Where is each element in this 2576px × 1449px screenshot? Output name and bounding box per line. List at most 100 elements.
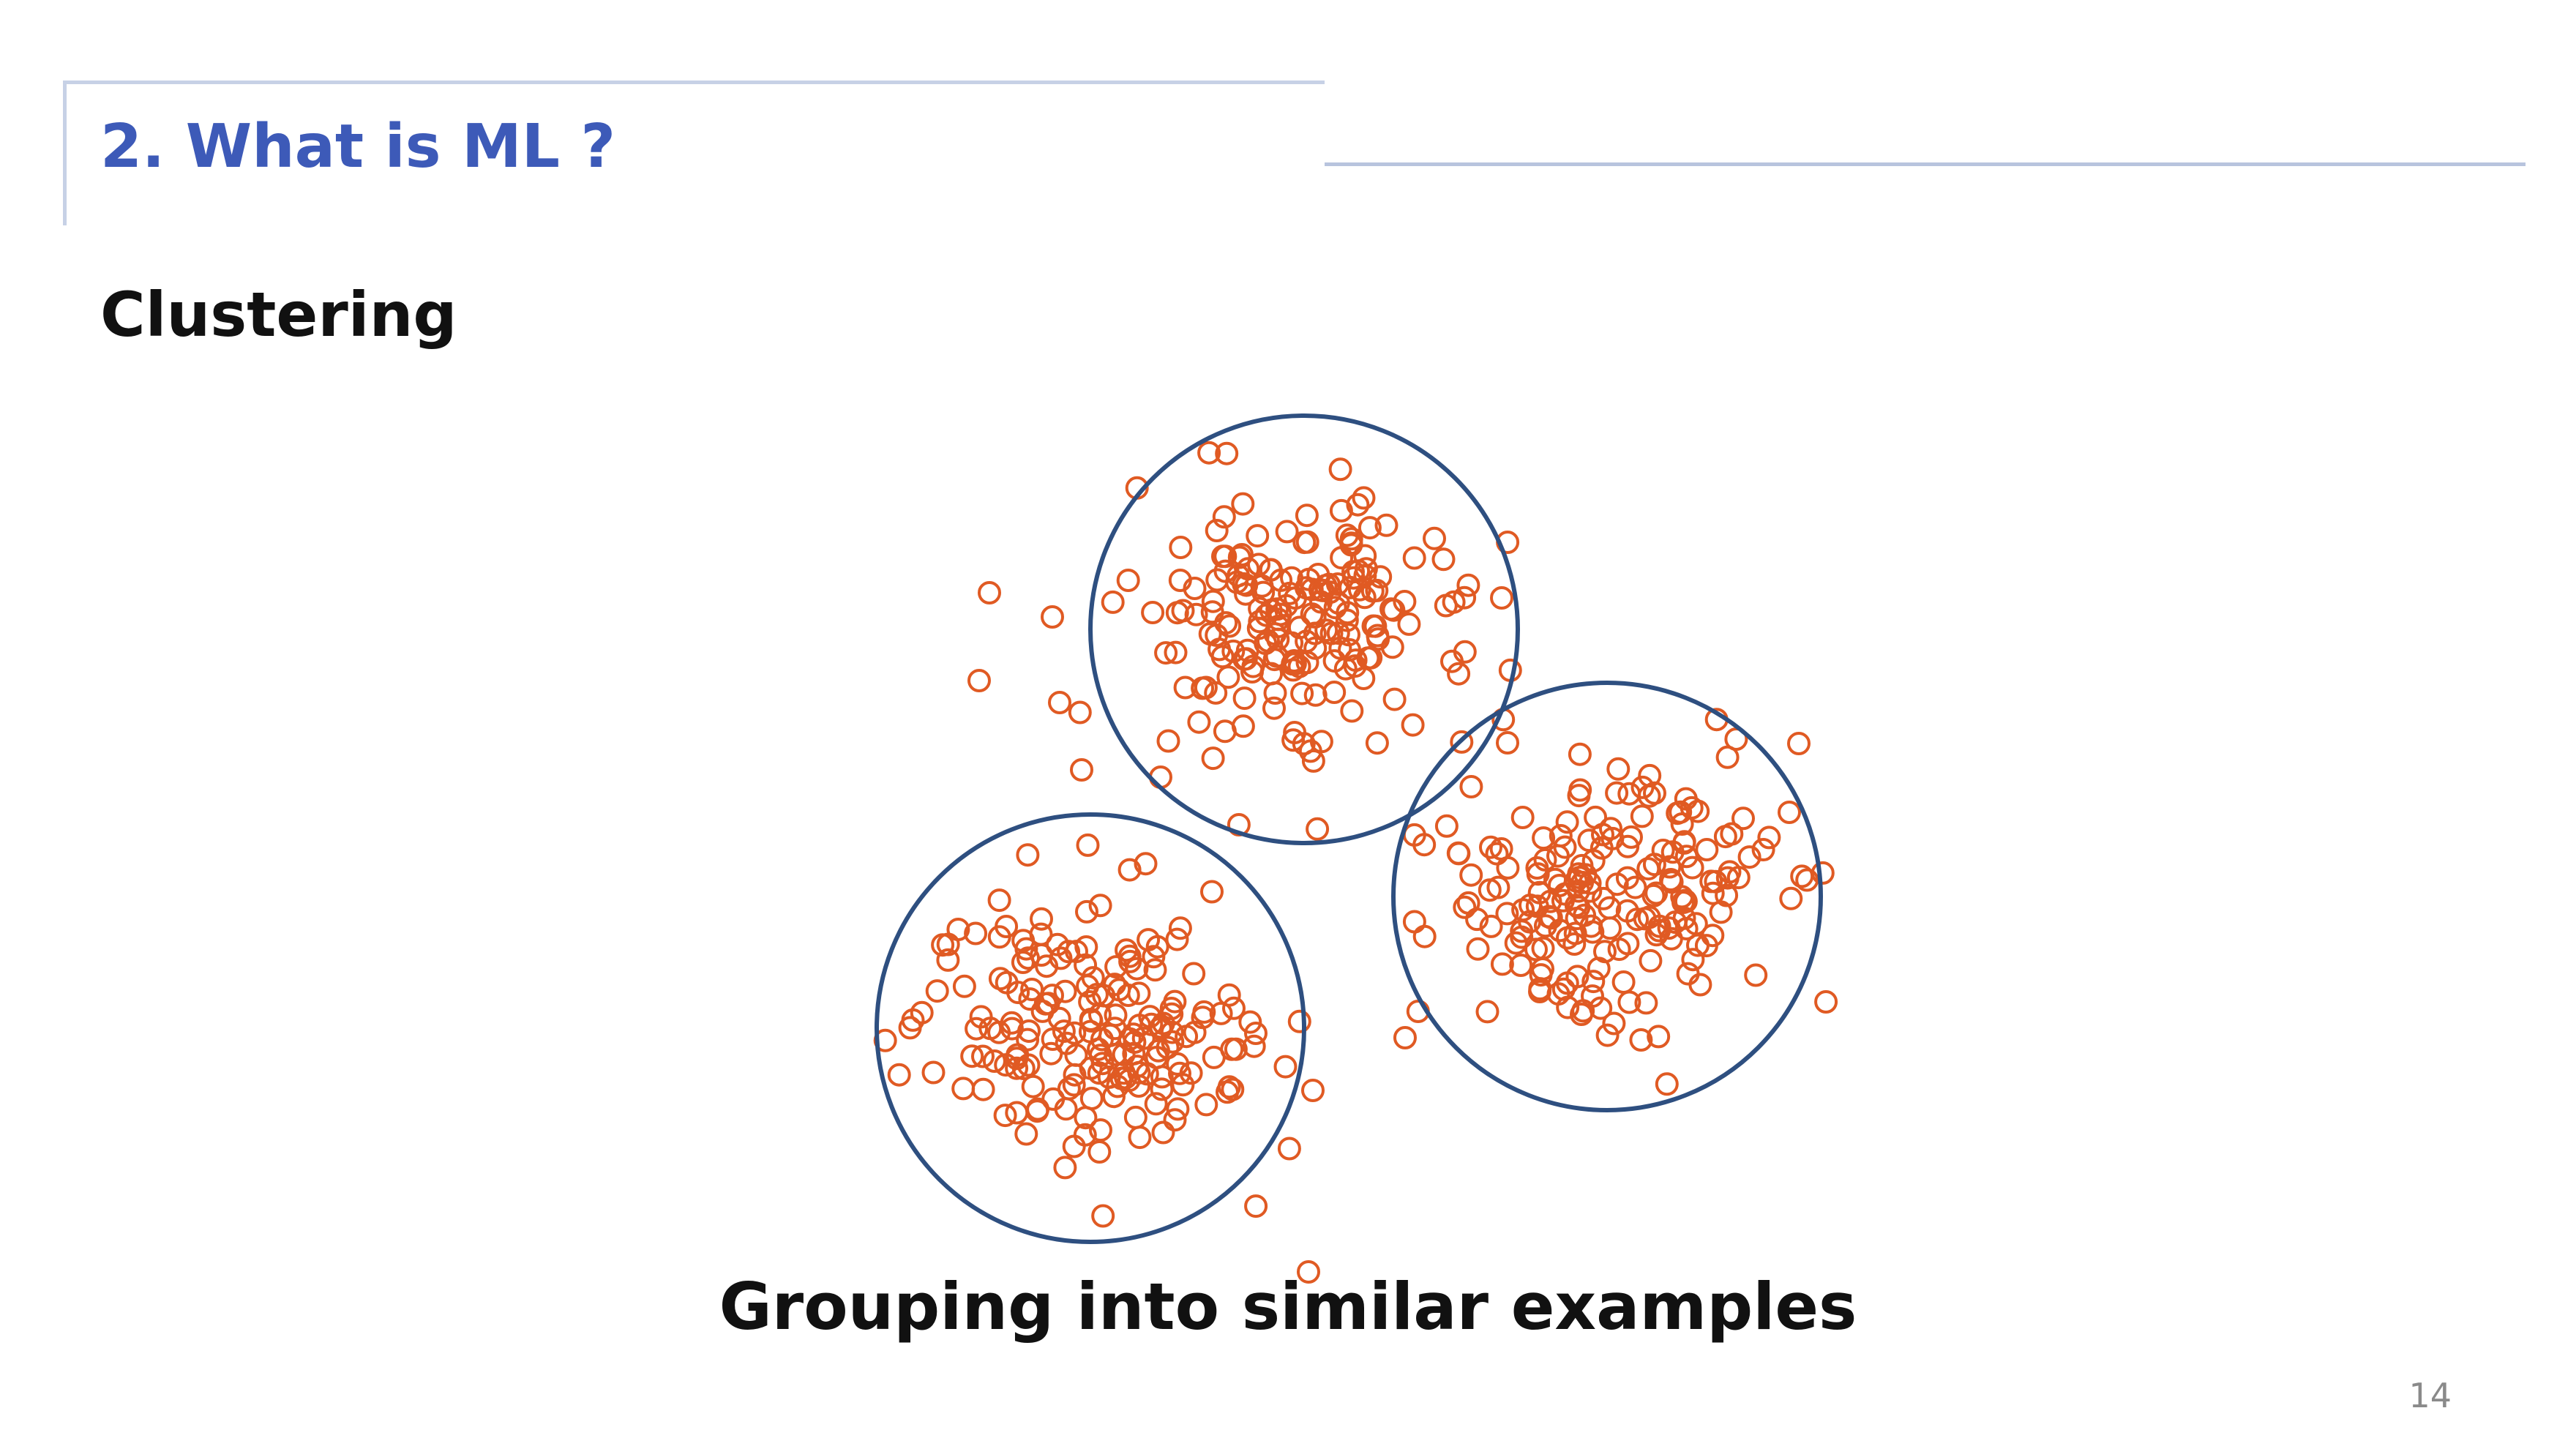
data-point	[1456, 573, 1480, 597]
data-point	[1629, 1028, 1653, 1052]
data-point	[921, 1060, 946, 1085]
data-point	[1062, 1134, 1086, 1158]
data-point	[1490, 952, 1514, 976]
data-point	[1570, 853, 1594, 877]
scatter-points	[873, 441, 1838, 1284]
data-point	[1075, 899, 1098, 924]
data-point	[1006, 1043, 1030, 1067]
data-point	[960, 1044, 984, 1068]
data-point	[1363, 614, 1388, 638]
data-point	[1054, 1097, 1078, 1121]
data-point	[1295, 503, 1319, 528]
data-point	[1218, 614, 1242, 638]
data-point	[1309, 590, 1333, 614]
data-point	[1434, 594, 1458, 618]
data-point	[1014, 1122, 1038, 1146]
data-point	[1297, 1260, 1320, 1284]
data-point	[1676, 962, 1700, 986]
data-point	[1303, 604, 1327, 629]
data-point	[965, 1016, 989, 1041]
data-point	[1525, 856, 1549, 880]
data-point	[1393, 1026, 1417, 1049]
data-point	[1338, 638, 1361, 662]
data-point	[1570, 870, 1595, 894]
data-point	[1616, 932, 1640, 956]
data-point	[1234, 647, 1258, 671]
data-point	[1089, 1118, 1112, 1142]
data-point	[1030, 907, 1053, 931]
data-point	[1565, 907, 1589, 930]
data-point	[1365, 578, 1389, 602]
data-point	[1686, 933, 1710, 957]
data-point	[993, 1104, 1017, 1128]
data-point	[1744, 963, 1768, 987]
data-point	[1647, 914, 1671, 938]
data-point	[1079, 1009, 1104, 1033]
data-point	[1533, 914, 1557, 938]
data-point	[1496, 855, 1520, 880]
data-point	[1187, 710, 1211, 734]
data-point	[1191, 1006, 1215, 1030]
data-point	[1101, 590, 1125, 614]
data-point	[987, 888, 1011, 913]
data-point	[1164, 640, 1188, 664]
data-point	[1217, 1075, 1241, 1099]
data-point	[1504, 931, 1528, 955]
data-point	[1242, 1034, 1266, 1058]
data-point	[1647, 1025, 1671, 1049]
data-point	[1339, 527, 1363, 551]
data-point	[1343, 654, 1367, 678]
data-point	[1655, 1072, 1679, 1096]
data-point	[910, 1000, 934, 1025]
data-point	[1165, 927, 1189, 951]
data-point	[1347, 577, 1371, 602]
data-point	[1220, 1037, 1244, 1061]
data-point	[1273, 1055, 1298, 1079]
data-point	[1328, 457, 1352, 482]
data-point	[1549, 824, 1573, 847]
data-point	[1087, 1061, 1111, 1085]
data-point	[1672, 830, 1696, 854]
data-point	[1216, 665, 1240, 689]
data-point	[1154, 641, 1178, 665]
data-point	[1079, 1087, 1104, 1110]
data-point	[1701, 881, 1725, 905]
data-point	[1562, 932, 1587, 956]
data-point	[1581, 920, 1605, 944]
data-point	[1117, 858, 1142, 882]
data-point	[1011, 929, 1036, 953]
data-point	[1222, 996, 1246, 1020]
data-point	[1713, 825, 1737, 849]
data-point	[925, 979, 949, 1003]
data-point	[1459, 863, 1483, 887]
data-point	[1201, 589, 1225, 613]
data-point	[1674, 787, 1698, 811]
data-point	[1595, 1023, 1620, 1047]
data-point	[1556, 926, 1579, 950]
data-point	[1466, 937, 1490, 961]
slide-title: 2. What is ML ?	[100, 112, 616, 181]
data-point	[936, 948, 960, 972]
data-point	[1163, 1108, 1187, 1132]
data-point	[1699, 869, 1723, 894]
data-point	[1811, 861, 1835, 885]
data-point	[1194, 1093, 1218, 1117]
data-point	[1247, 553, 1270, 577]
cluster-circles	[875, 413, 1823, 1244]
data-point	[1757, 825, 1781, 850]
data-point	[1182, 962, 1206, 986]
data-point	[1000, 1011, 1024, 1035]
data-point	[1267, 607, 1290, 632]
header-frame-top-line	[63, 80, 1325, 84]
data-point	[1275, 520, 1299, 544]
section-heading: Clustering	[100, 279, 457, 351]
data-point	[1204, 681, 1228, 705]
data-point	[1118, 949, 1142, 973]
data-point	[1278, 581, 1302, 605]
data-point	[1790, 864, 1814, 888]
data-point	[1642, 853, 1666, 877]
data-point	[1352, 486, 1376, 510]
data-point	[1238, 1010, 1262, 1034]
data-point	[1319, 621, 1344, 645]
data-point	[1063, 1063, 1087, 1087]
